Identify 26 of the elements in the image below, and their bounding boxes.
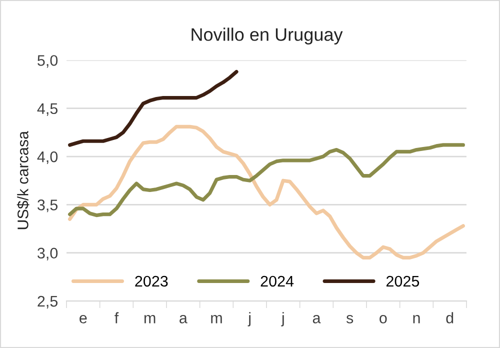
x-tick-label: j <box>248 312 250 326</box>
line-series <box>68 143 465 218</box>
line-series <box>68 124 465 260</box>
legend-label: 2023 <box>135 276 168 287</box>
x-tick-label: m <box>144 314 156 324</box>
x-tick-label: m <box>211 314 222 324</box>
x-tick-label: s <box>346 315 354 324</box>
y-tick-label: 3,5 <box>38 200 58 212</box>
legend-label: 2025 <box>386 276 420 287</box>
x-tick-label: n <box>413 314 420 324</box>
chart-title: Novillo en Uruguay <box>192 28 343 45</box>
y-tick-label: 4,5 <box>37 103 58 116</box>
y-axis-title: US$/k carcasa <box>16 130 30 230</box>
y-tick-label: 4,0 <box>37 151 58 164</box>
x-tick-label: o <box>380 314 387 324</box>
x-tick-label: e <box>80 314 87 324</box>
x-tick-label: j <box>281 312 284 326</box>
line-series <box>68 70 238 147</box>
y-tick-label: 2,5 <box>38 296 58 309</box>
x-tick-label: f <box>114 312 119 324</box>
x-tick-label: a <box>180 314 188 324</box>
legend-label: 2024 <box>260 276 294 287</box>
y-tick-label: 3,0 <box>38 248 58 260</box>
x-tick-label: a <box>312 314 321 324</box>
x-tick-label: d <box>446 312 454 324</box>
y-tick-label: 5,0 <box>38 55 58 68</box>
